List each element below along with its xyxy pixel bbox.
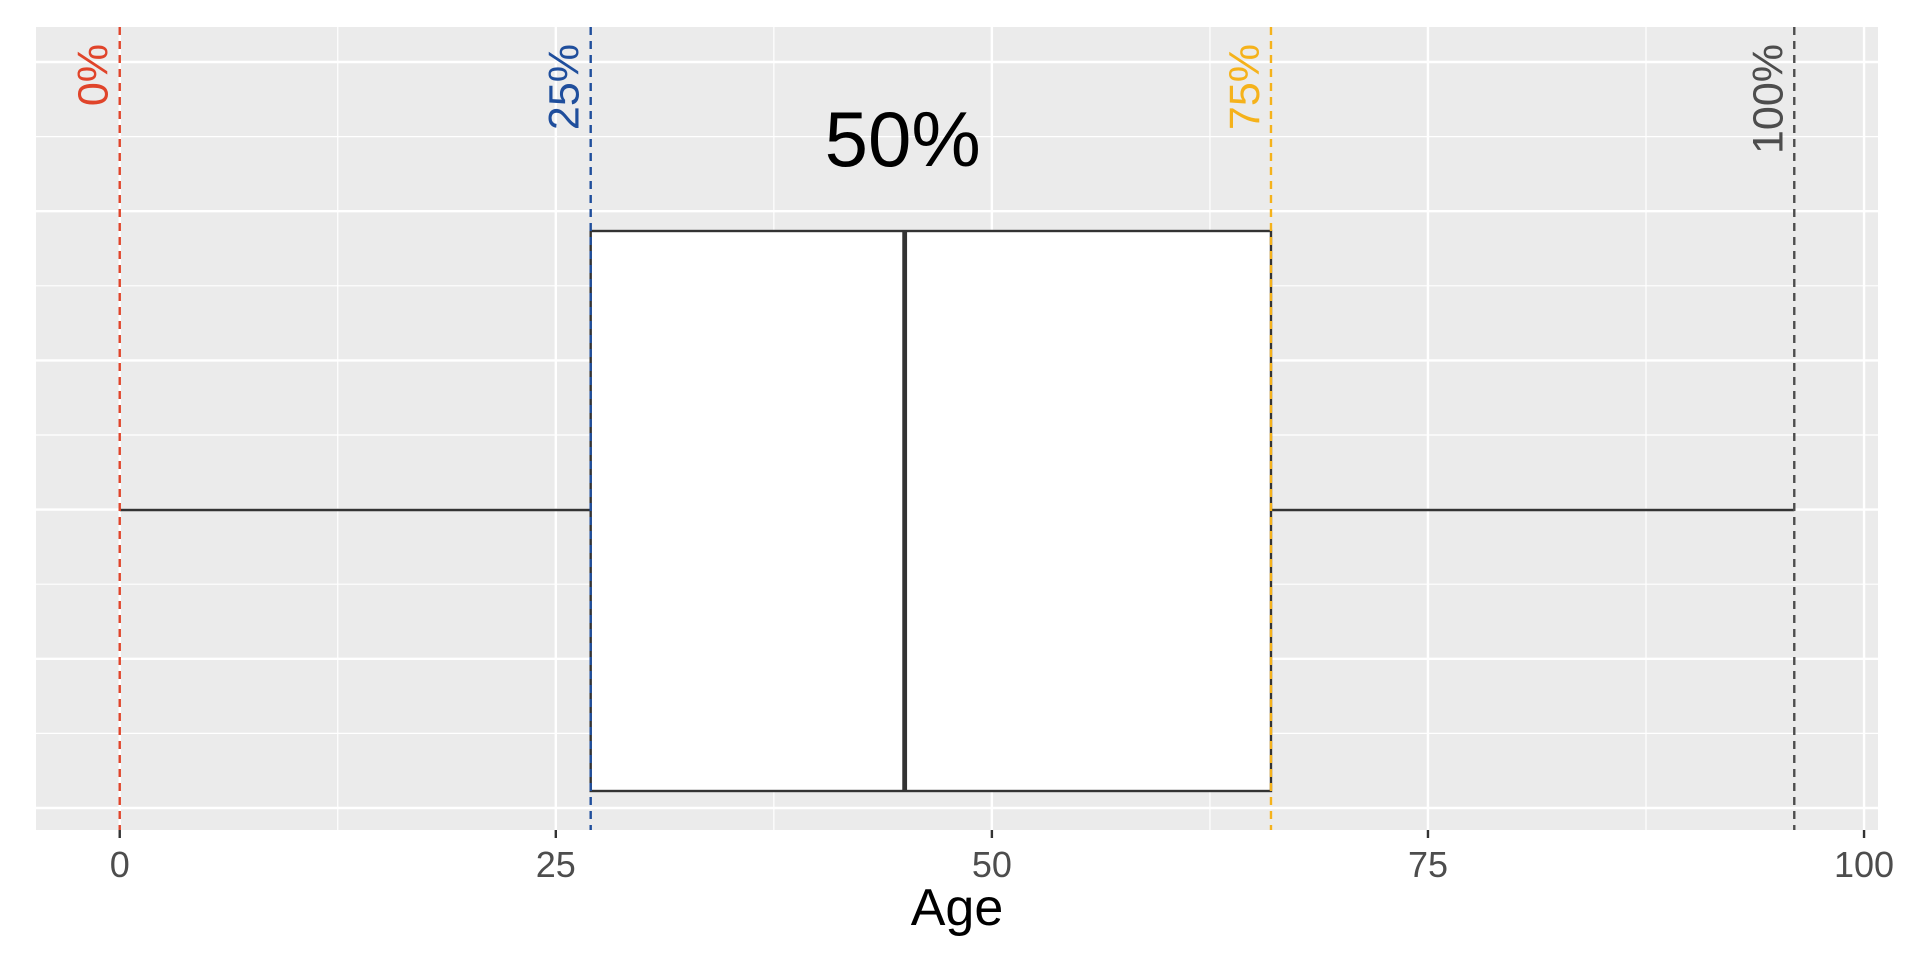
quantile-labels: 0% 25% 75% 100% <box>70 44 1793 154</box>
x-tick-label: 100 <box>1834 844 1894 885</box>
quantile-lines <box>118 27 1796 830</box>
x-tick-label: 25 <box>536 844 576 885</box>
interquartile-box <box>589 229 1273 793</box>
x-tick-label: 75 <box>1408 844 1448 885</box>
quantile-label: 0% <box>70 44 118 106</box>
median-percent-label: 50% <box>825 95 981 183</box>
x-axis-ticks <box>118 830 1866 838</box>
quantile-label: 25% <box>541 44 589 130</box>
x-tick-label: 0 <box>110 844 130 885</box>
quantile-label: 75% <box>1221 44 1269 130</box>
quantile-label: 100% <box>1744 44 1792 154</box>
x-tick-label: 50 <box>972 844 1012 885</box>
x-axis-title: Age <box>911 879 1004 937</box>
box <box>589 229 1273 793</box>
x-axis-tick-labels: 0 25 50 75 100 <box>110 844 1894 885</box>
